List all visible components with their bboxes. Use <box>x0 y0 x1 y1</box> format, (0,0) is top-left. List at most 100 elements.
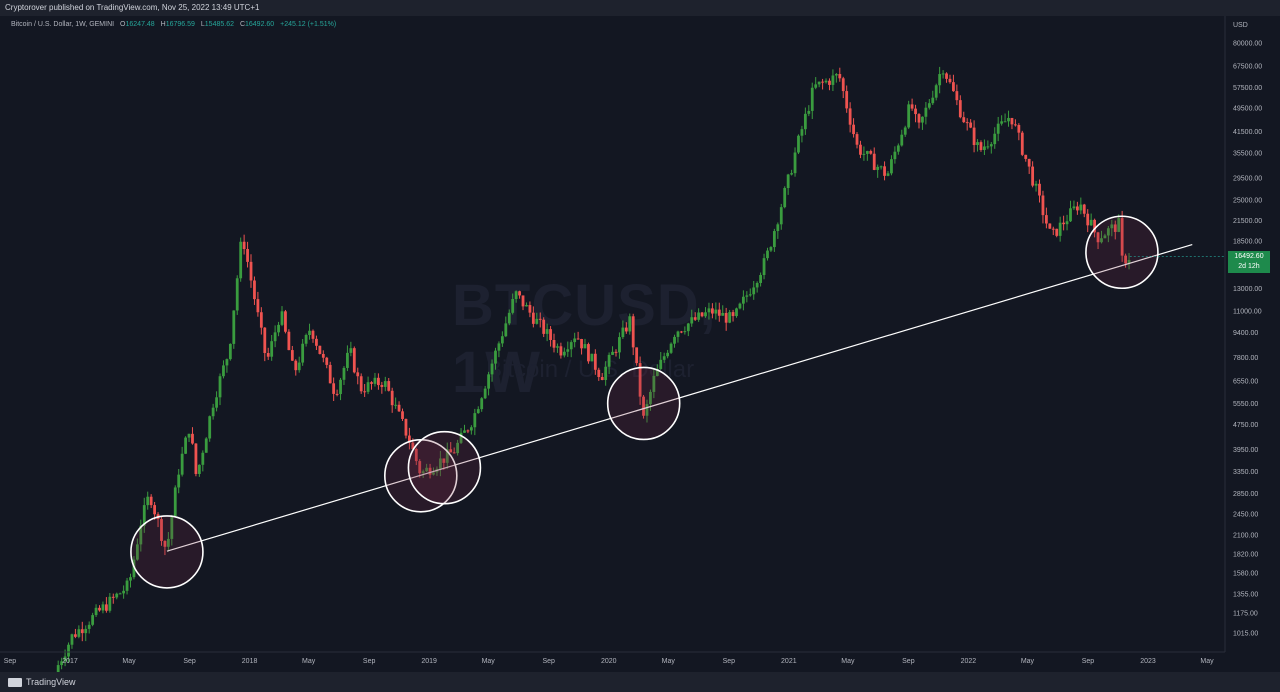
candle-body <box>855 134 859 145</box>
candle-body <box>583 344 587 349</box>
candle-body <box>931 97 935 104</box>
candle-body <box>593 353 597 370</box>
candle-body <box>215 397 218 408</box>
candle-body <box>297 362 301 371</box>
candle-body <box>800 129 804 136</box>
candle-body <box>955 91 959 101</box>
candle-body <box>442 458 446 463</box>
candle-body <box>986 146 990 148</box>
candle-body <box>786 174 790 189</box>
candle-body <box>394 404 398 406</box>
candle-body <box>418 461 422 474</box>
candle-body <box>500 336 504 344</box>
candle-body <box>1007 117 1010 122</box>
price-axis-tick: 7800.00 <box>1233 355 1258 362</box>
candle-body <box>160 519 163 541</box>
candle-body <box>1103 235 1107 239</box>
candle-body <box>301 343 305 363</box>
candle-body <box>139 525 143 545</box>
candle-body <box>135 544 139 560</box>
candle-body <box>480 398 484 410</box>
candle-body <box>94 607 98 616</box>
candle-body <box>132 559 136 578</box>
candle-body <box>731 312 735 317</box>
candle-body <box>624 327 628 332</box>
candle-body <box>259 312 263 328</box>
candle-body <box>828 80 831 85</box>
candle-body <box>115 593 119 598</box>
candle-body <box>242 241 246 250</box>
candle-body <box>407 435 411 443</box>
candle-body <box>473 413 477 428</box>
candle-body <box>783 188 787 208</box>
time-axis-tick: 2020 <box>601 658 617 665</box>
candle-body <box>1117 218 1121 232</box>
candle-body <box>197 464 201 474</box>
candle-body <box>845 91 849 109</box>
time-axis-tick: 2018 <box>242 658 258 665</box>
candle-body <box>1072 206 1076 209</box>
candle-body <box>325 357 329 365</box>
candle-body <box>397 404 401 412</box>
candle-body <box>1017 125 1021 133</box>
candle-body <box>600 376 604 380</box>
candle-body <box>1086 213 1090 226</box>
candle-body <box>714 309 718 314</box>
candle-body <box>342 367 346 380</box>
time-axis-tick: May <box>1021 658 1035 665</box>
candle-body <box>225 359 229 366</box>
candle-body <box>638 363 642 397</box>
candle-body <box>1031 166 1035 186</box>
candle-body <box>311 330 315 339</box>
candle-body <box>335 393 339 395</box>
price-axis-tick: 3350.00 <box>1233 469 1258 476</box>
candle-body <box>724 312 728 323</box>
candle-body <box>1100 238 1103 243</box>
tradingview-logo[interactable]: TradingView <box>8 677 76 687</box>
time-axis-tick: 2017 <box>62 658 78 665</box>
low-label: L <box>200 21 205 28</box>
candle-body <box>903 127 907 135</box>
candle-body <box>948 78 952 83</box>
candle-body <box>834 74 838 76</box>
candle-body <box>831 75 835 85</box>
price-axis-tick: 57500.00 <box>1233 85 1262 92</box>
candle-body <box>859 144 862 155</box>
candle-body <box>952 82 955 92</box>
time-axis-tick: 2022 <box>961 658 977 665</box>
candle-body <box>270 341 274 357</box>
time-axis-tick: May <box>662 658 676 665</box>
candle-body <box>972 127 976 146</box>
candle-body <box>163 540 167 547</box>
candle-body <box>1075 206 1079 211</box>
candle-body <box>721 312 725 316</box>
publish-info: Cryptorover published on TradingView.com… <box>5 3 260 12</box>
candle-body <box>631 316 635 348</box>
candle-body <box>790 173 793 175</box>
close-label: C <box>239 21 245 28</box>
candle-body <box>1051 228 1055 230</box>
candle-body <box>914 108 917 115</box>
candle-body <box>129 577 132 581</box>
candle-body <box>900 134 904 146</box>
candle-body <box>590 353 594 362</box>
candle-body <box>635 347 639 364</box>
candle-body <box>383 381 387 387</box>
price-axis-tick: 29500.00 <box>1233 175 1262 182</box>
price-axis-tick: 11000.00 <box>1233 309 1262 316</box>
time-axis-tick: Sep <box>4 658 17 665</box>
candle-body <box>284 311 287 332</box>
candle-body <box>101 604 105 611</box>
candle-body <box>976 142 979 146</box>
candle-body <box>587 344 590 362</box>
candle-body <box>235 278 239 311</box>
candle-body <box>666 352 670 357</box>
candle-body <box>425 467 429 472</box>
candle-body <box>921 116 924 123</box>
candle-body <box>249 261 253 281</box>
candle-body <box>1113 224 1117 232</box>
candle-body <box>983 146 986 150</box>
candle-body <box>525 305 528 307</box>
candle-body <box>755 282 759 288</box>
